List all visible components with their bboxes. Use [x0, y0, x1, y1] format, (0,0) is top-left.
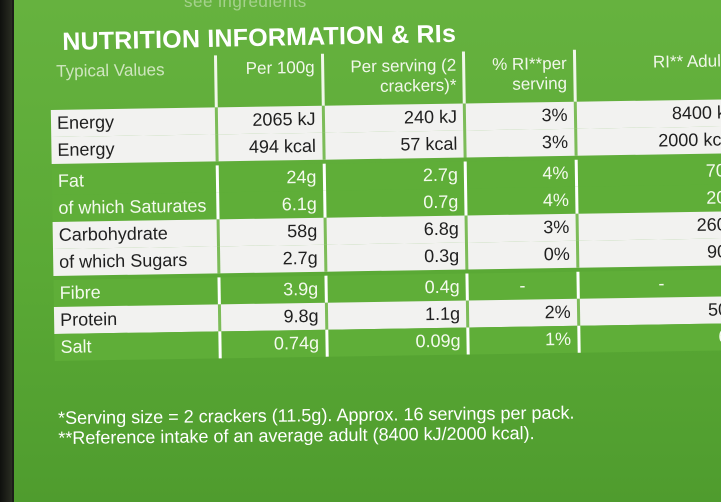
- row-ri-pct: 4%: [465, 186, 577, 216]
- row-ri: 70g: [575, 157, 721, 187]
- row-serving: 1.1g: [325, 300, 468, 330]
- row-serving: 2.7g: [323, 161, 466, 191]
- row-per100: 2065 kJ: [216, 105, 324, 135]
- row-ri-pct: 0%: [466, 240, 578, 270]
- row-label: Protein: [53, 304, 221, 334]
- row-label: Salt: [54, 331, 221, 361]
- row-label: Fibre: [53, 277, 220, 307]
- row-ri-pct: 4%: [465, 159, 577, 189]
- row-per100: 2.7g: [218, 244, 326, 274]
- row-serving: 57 kcal: [323, 130, 466, 160]
- row-per100: 24g: [217, 163, 325, 193]
- row-serving: 0.4g: [325, 273, 468, 303]
- row-serving: 0.7g: [324, 188, 467, 218]
- row-ri-pct: 2%: [467, 298, 579, 328]
- row-ri: 8400 kJ: [574, 99, 721, 129]
- row-ri: 50g: [577, 296, 721, 326]
- row-label: Energy: [51, 134, 218, 164]
- photo-dark-edge: [0, 0, 12, 502]
- row-per100: 9.8g: [219, 302, 327, 332]
- row-serving: 6.8g: [324, 215, 467, 245]
- header-per-100g: Per 100g: [215, 53, 323, 108]
- serving-footnote: *Serving size = 2 crackers (11.5g). Appr…: [58, 402, 575, 448]
- row-ri-pct: 3%: [464, 101, 576, 131]
- row-label: of which Saturates: [52, 192, 219, 222]
- nutrition-table: Typical Values Per 100g Per serving (2 c…: [50, 47, 721, 361]
- row-serving: 0.3g: [324, 242, 467, 272]
- nutrition-title: NUTRITION INFORMATION & RIs: [62, 19, 457, 56]
- row-ri: 260g: [576, 211, 721, 241]
- row-ri-pct: 1%: [467, 325, 579, 355]
- row-per100: 58g: [218, 217, 325, 247]
- row-ri: 20g: [576, 184, 721, 214]
- row-per100: 494 kcal: [217, 132, 324, 162]
- row-ri: 6g: [578, 323, 721, 353]
- row-serving: 0.09g: [326, 327, 469, 357]
- row-ri-pct: 3%: [464, 128, 576, 158]
- header-per-serving: Per serving (2 crackers)*: [321, 51, 465, 106]
- header-ri-adults: RI** Adults: [574, 47, 721, 102]
- row-label: of which Sugars: [53, 246, 220, 276]
- row-label: Energy: [50, 107, 218, 137]
- nutrition-table-wrap: Typical Values Per 100g Per serving (2 c…: [50, 47, 721, 361]
- header-ri-percent: % RI**per serving: [463, 49, 575, 104]
- faded-top-text: see ingredients: [184, 0, 307, 11]
- row-per100: 6.1g: [217, 190, 325, 220]
- row-ri: -: [577, 269, 721, 299]
- row-label: Carbohydrate: [52, 219, 219, 249]
- row-ri: 2000 kcal: [575, 126, 721, 156]
- row-ri-pct: 3%: [466, 213, 578, 243]
- row-ri-pct: -: [466, 271, 578, 301]
- nutrition-panel: see ingredients NUTRITION INFORMATION & …: [14, 0, 721, 502]
- header-typical-values: Typical Values: [56, 60, 165, 81]
- row-per100: 3.9g: [219, 275, 326, 305]
- row-ri: 90g: [577, 238, 721, 268]
- row-label: Fat: [51, 165, 218, 195]
- row-serving: 240 kJ: [322, 103, 465, 133]
- row-per100: 0.74g: [220, 329, 327, 359]
